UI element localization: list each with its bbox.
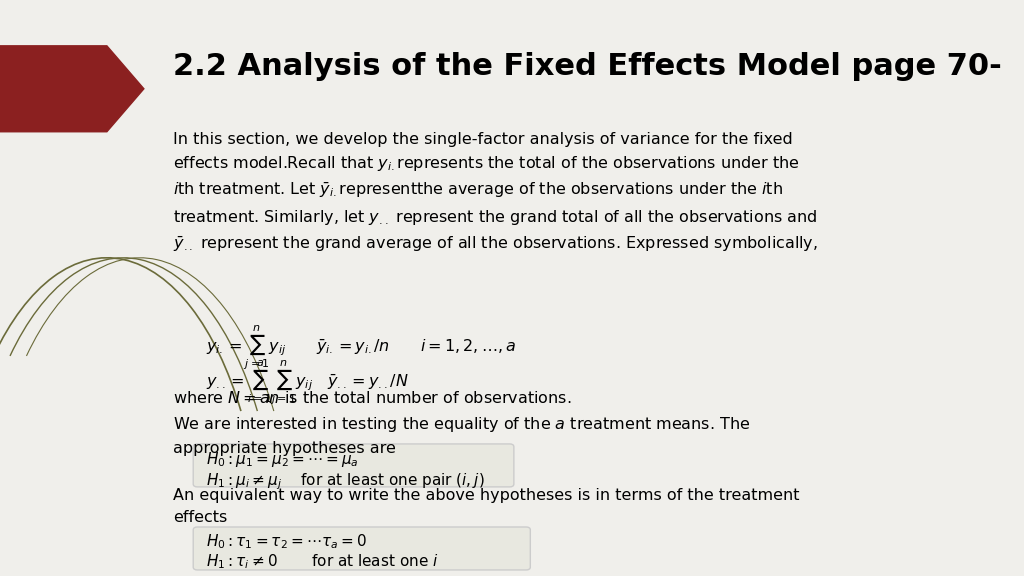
Text: In this section, we develop the single-factor analysis of variance for the fixed: In this section, we develop the single-f… [173,132,817,254]
FancyBboxPatch shape [194,444,514,487]
Text: $y_{i.} = \sum_{j=1}^{n} y_{ij} \qquad \bar{y}_{i.} = y_{i.}/n \qquad i = 1, 2, : $y_{i.} = \sum_{j=1}^{n} y_{ij} \qquad \… [206,324,515,372]
Text: $y_{..} = \sum_{i=1}^{a} \sum_{j=1}^{n} y_{ij} \quad \bar{y}_{..} = y_{..}/N$: $y_{..} = \sum_{i=1}^{a} \sum_{j=1}^{n} … [206,358,409,407]
Text: where $N = an$ is the total number of observations.: where $N = an$ is the total number of ob… [173,389,571,406]
FancyBboxPatch shape [194,527,530,570]
Text: $H_1: \mu_i \neq \mu_j \quad$ for at least one pair $(i, j)$: $H_1: \mu_i \neq \mu_j \quad$ for at lea… [206,471,484,492]
Polygon shape [0,46,144,132]
Text: An equivalent way to write the above hypotheses is in terms of the treatment
eff: An equivalent way to write the above hyp… [173,488,799,525]
Text: $H_1: \tau_i \neq 0 \qquad$ for at least one $i$: $H_1: \tau_i \neq 0 \qquad$ for at least… [206,553,438,571]
Text: $H_0: \tau_1 = \tau_2 = \cdots \tau_a = 0$: $H_0: \tau_1 = \tau_2 = \cdots \tau_a = … [206,532,367,551]
Text: 2.2 Analysis of the Fixed Effects Model page 70-: 2.2 Analysis of the Fixed Effects Model … [173,52,1001,81]
Text: We are interested in testing the equality of the $a$ treatment means. The
approp: We are interested in testing the equalit… [173,415,750,456]
Text: $H_0: \mu_1 = \mu_2 = \cdots = \mu_a$: $H_0: \mu_1 = \mu_2 = \cdots = \mu_a$ [206,450,358,469]
